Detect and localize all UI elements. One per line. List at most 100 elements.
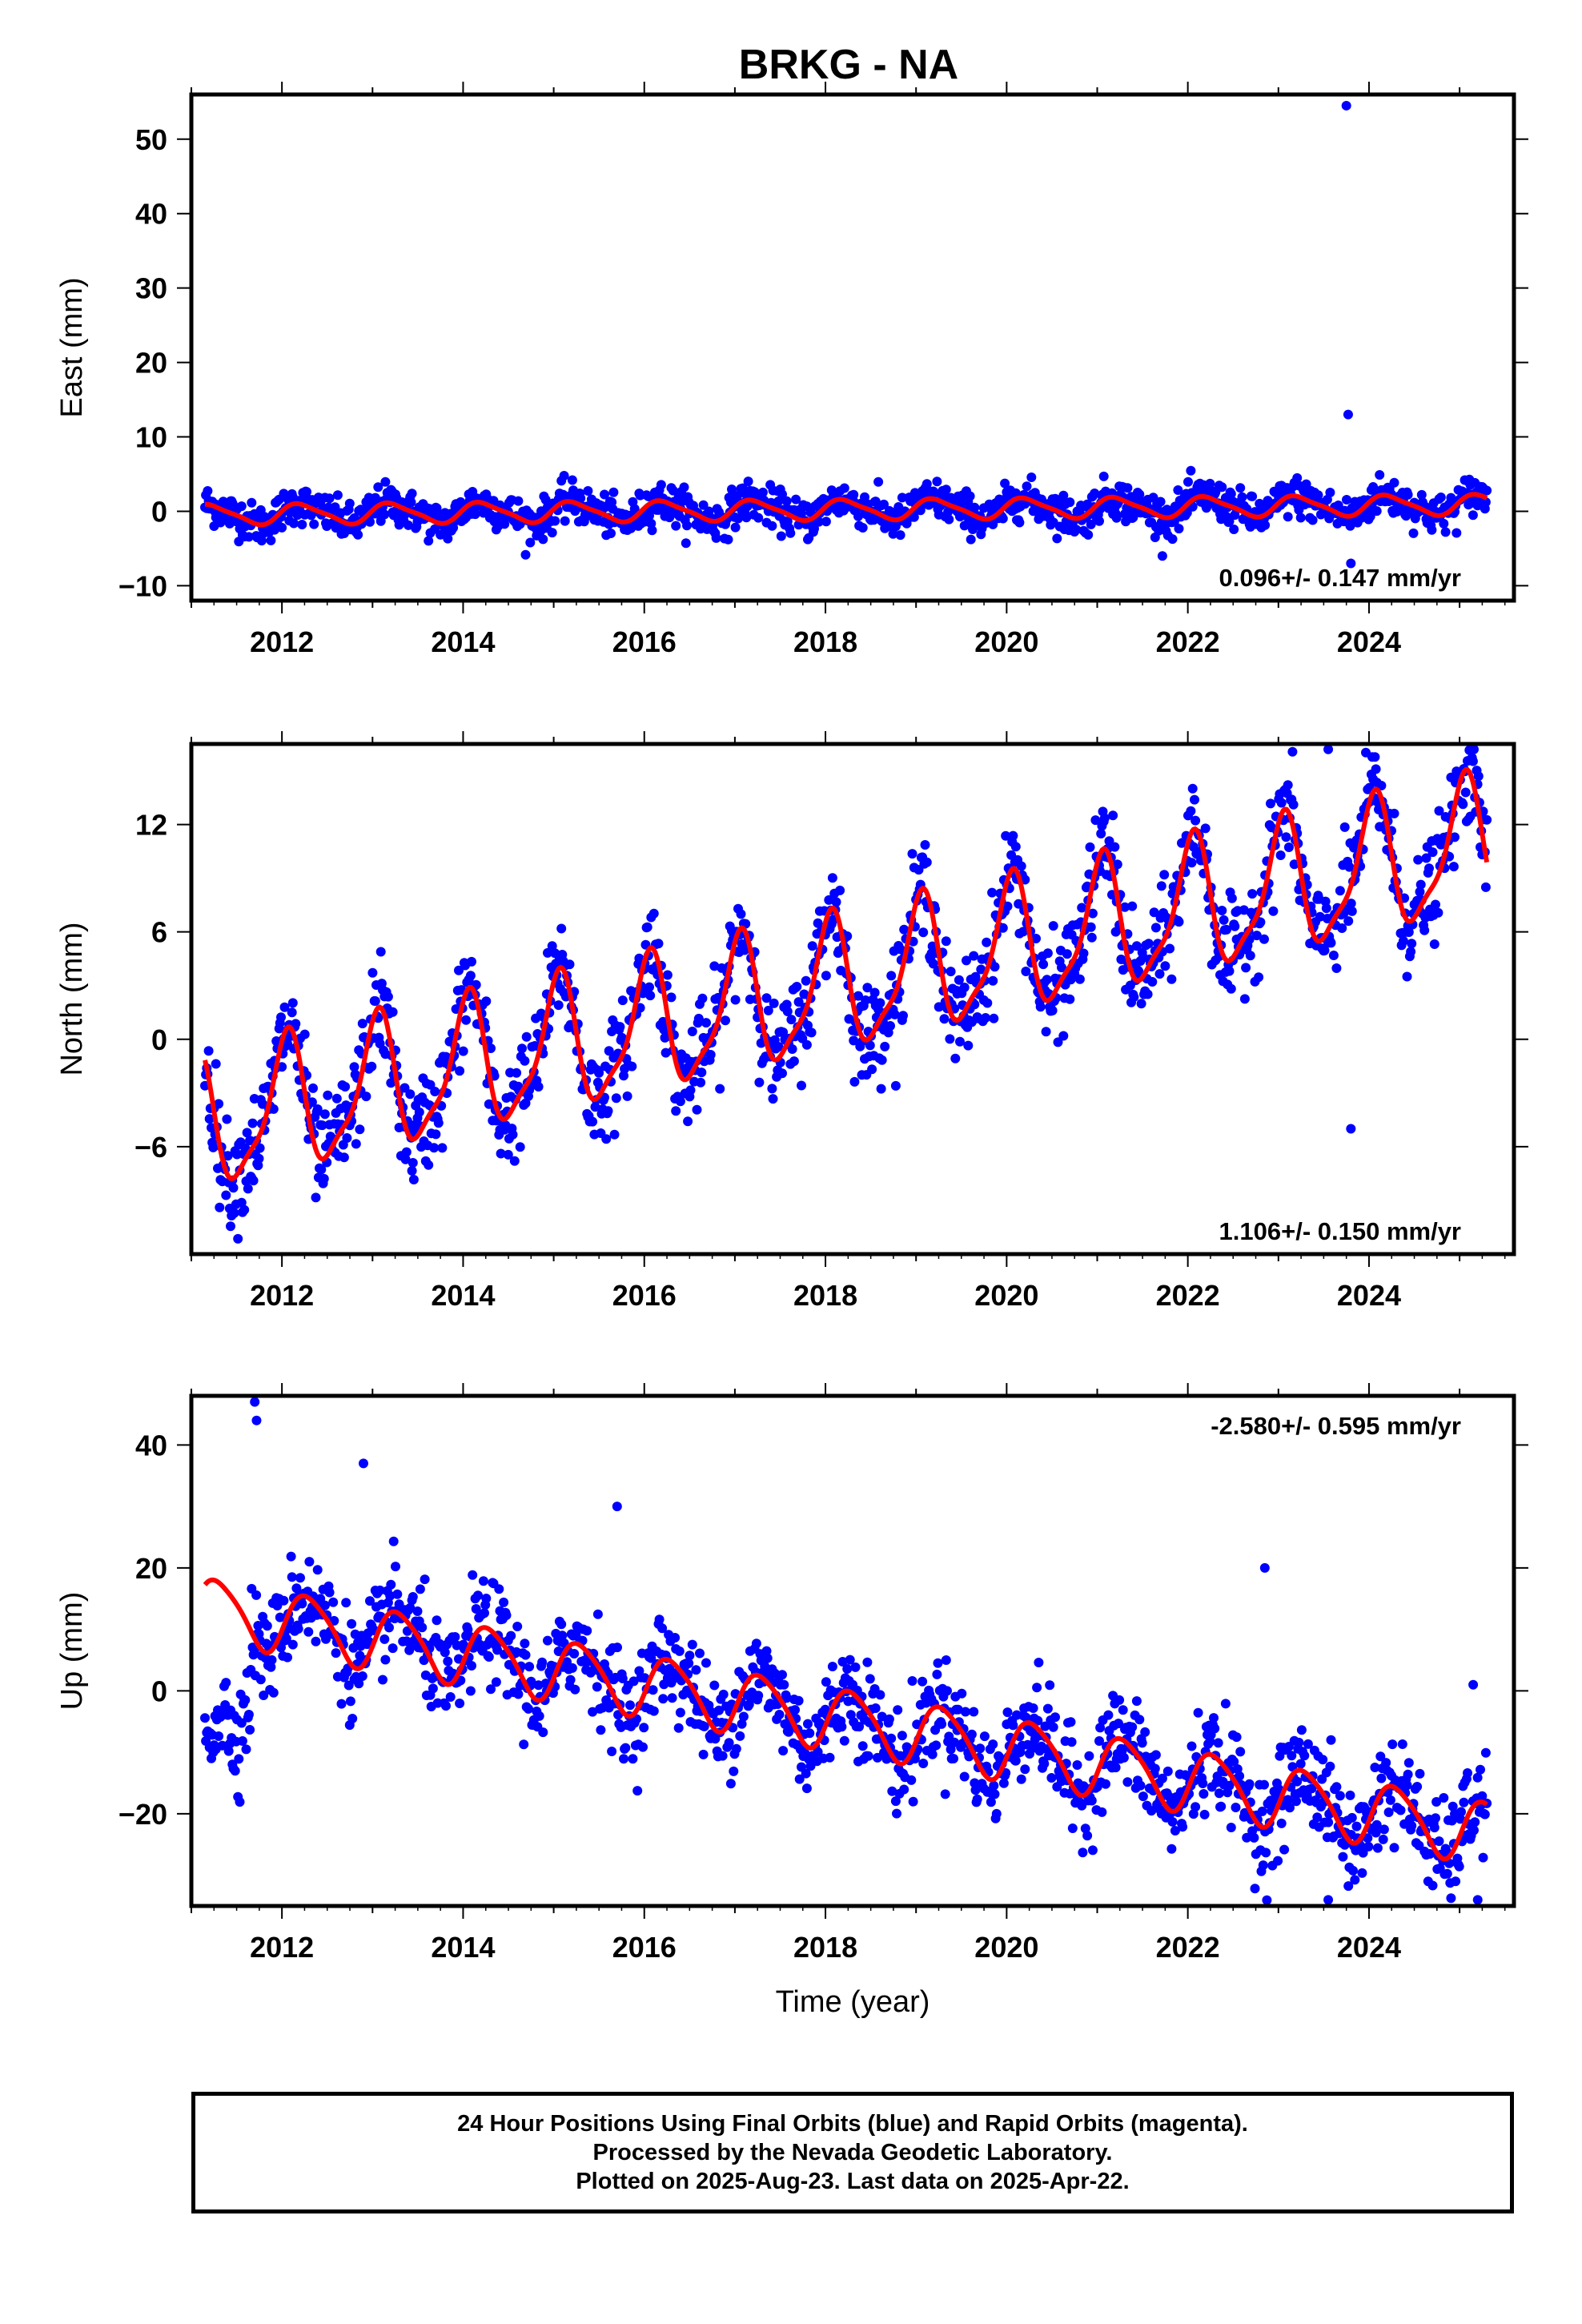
data-point [233,1233,243,1244]
data-point [813,517,824,527]
data-point [588,1116,598,1127]
data-point [582,1626,592,1636]
data-point [1434,1836,1444,1847]
data-point [519,1739,529,1750]
data-point [1242,1832,1252,1843]
data-point [1368,482,1379,492]
data-point [557,1630,568,1641]
data-point [861,995,871,1005]
data-point [203,1046,214,1056]
data-point [1174,917,1184,927]
data-point [761,1646,772,1656]
data-point [793,997,804,1007]
data-point [283,1652,292,1663]
data-point [886,971,897,981]
data-point [324,493,335,504]
outlier-point [1346,558,1356,569]
data-point [1398,936,1408,946]
data-point [1358,1848,1368,1858]
data-point [245,1725,255,1735]
outlier-point [250,1397,260,1407]
data-point [214,1731,224,1741]
data-point [715,1084,725,1094]
data-point [1412,1782,1423,1791]
data-point [1058,1031,1069,1041]
data-point [1111,513,1122,523]
data-point [704,1700,714,1711]
data-point [1090,489,1100,498]
data-point [670,1633,681,1642]
data-point [1010,488,1021,498]
data-point [1090,815,1101,826]
data-point [853,991,863,1001]
data-point [562,1657,572,1667]
data-point [1260,520,1271,530]
data-point [204,1114,215,1124]
data-point [594,1068,604,1078]
data-point [1239,905,1249,915]
data-point [718,1689,729,1699]
data-point [1257,1806,1267,1816]
data-point [998,513,1008,524]
data-point [1347,1812,1357,1823]
data-point [1459,1797,1469,1807]
data-point [1001,830,1011,841]
data-point [1217,906,1227,915]
data-point [309,519,319,529]
data-point [1217,482,1227,493]
data-point [223,1746,234,1756]
data-point [331,1648,341,1659]
data-point [1244,1779,1255,1789]
footer-line-3: Plotted on 2025-Aug-23. Last data on 202… [576,2169,1130,2194]
panel-frame [189,92,1516,603]
data-point [1283,780,1293,790]
data-point [537,1657,548,1667]
data-point [930,488,939,498]
data-point [870,1703,881,1713]
data-point [297,520,307,529]
data-point [1266,798,1275,809]
data-point [1439,518,1449,529]
data-point [1078,948,1089,959]
data-point [1150,923,1161,933]
data-point [1230,921,1240,931]
data-point [1065,497,1075,508]
data-point [729,1766,739,1776]
data-point [622,1091,632,1101]
data-point [1087,908,1098,919]
data-point [875,1690,885,1700]
data-point [407,489,417,499]
data-point [1166,1844,1177,1854]
data-point [291,1019,301,1029]
data-point [918,1759,929,1768]
data-point [966,1729,977,1739]
data-point [279,1595,289,1606]
data-point [533,1082,544,1092]
data-point [1385,1795,1395,1805]
x-tick-label: 2016 [612,1931,677,1964]
data-point [1345,1790,1355,1800]
data-point [524,1703,533,1714]
data-point [888,529,898,539]
data-point [401,1147,412,1157]
data-point [259,1691,269,1700]
data-point [873,1752,882,1763]
data-point [1214,1788,1224,1799]
data-point [1447,1801,1458,1811]
data-point [1235,1747,1246,1757]
data-point [1034,1658,1044,1667]
data-point [1482,814,1492,825]
data-points-3 [200,1397,1492,1905]
data-point [927,941,938,951]
data-point [1258,1860,1268,1871]
data-point [998,1778,1009,1788]
data-point [730,995,741,1005]
data-point [592,1609,603,1619]
y-axis-label: North (mm) [55,922,89,1076]
data-point [988,519,998,529]
data-point [1226,489,1236,499]
data-point [550,516,560,526]
data-point [793,1695,804,1706]
data-point [236,1718,247,1728]
data-point [1395,1805,1406,1815]
